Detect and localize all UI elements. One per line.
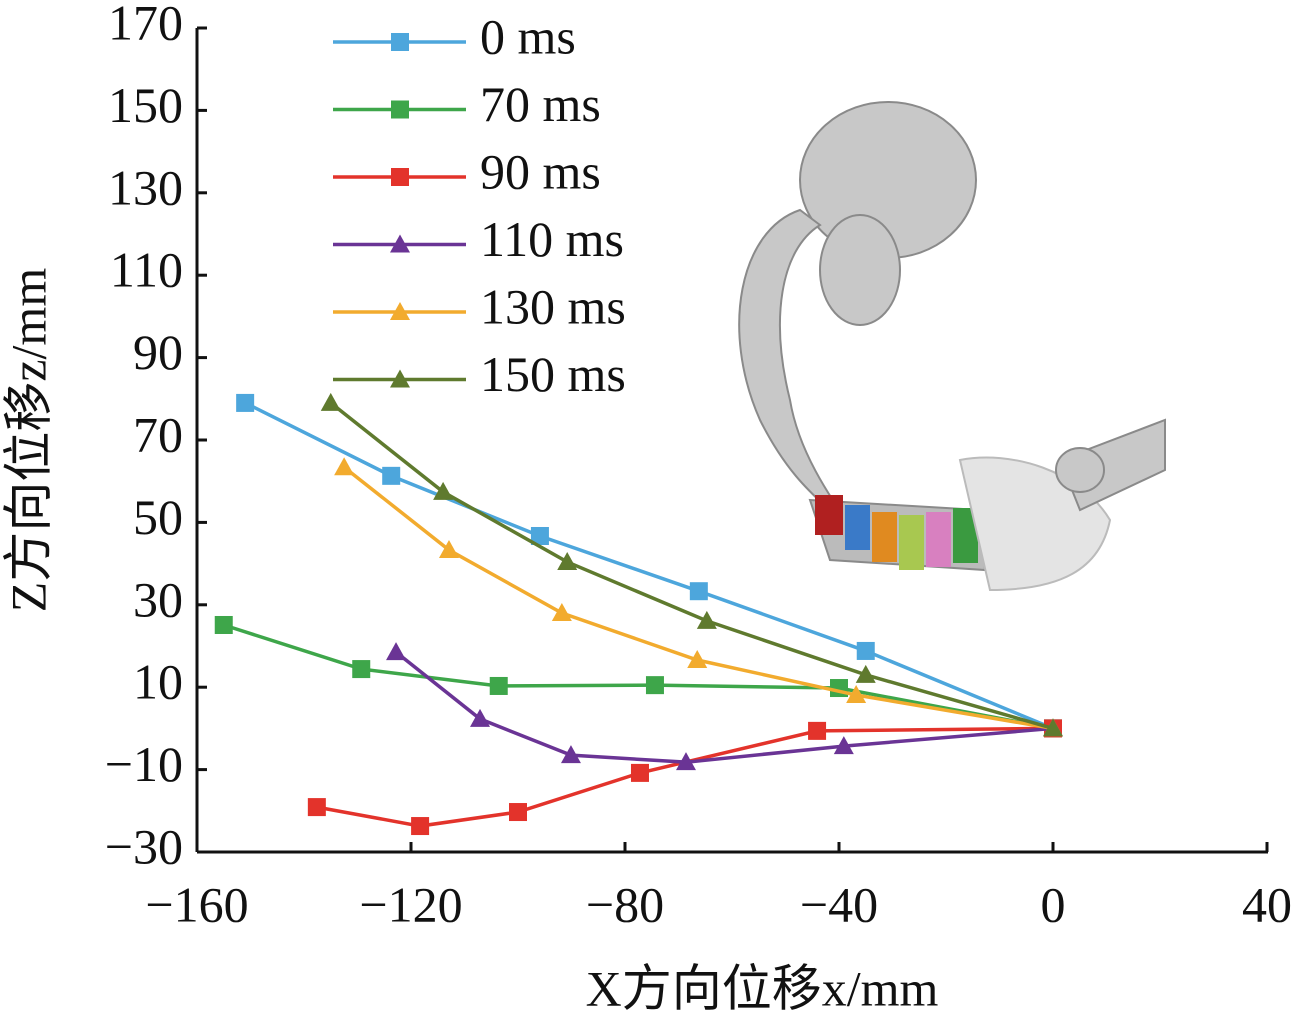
point: [1043, 718, 1063, 737]
legend-marker: [390, 302, 410, 320]
point: [551, 603, 572, 622]
x-tick-label: −120: [359, 876, 462, 932]
legend-label: 150 ms: [480, 346, 626, 402]
point: [411, 817, 430, 836]
point: [382, 466, 401, 485]
series-line: [316, 726, 1054, 828]
legend-marker: [390, 369, 410, 388]
point: [236, 393, 255, 412]
point: [846, 685, 867, 704]
point: [675, 752, 696, 771]
x-axis-label: X方向位移x/mm: [586, 960, 939, 1016]
point: [433, 481, 454, 500]
x-tick-label: 0: [1041, 876, 1066, 932]
series-line: [244, 401, 1054, 731]
legend-label: 110 ms: [480, 211, 624, 267]
point: [470, 708, 491, 727]
y-tick-label: 130: [108, 159, 183, 215]
y-tick-label: 110: [110, 242, 183, 298]
series-line: [223, 623, 1054, 731]
x-tick-label: 40: [1242, 876, 1292, 932]
point: [696, 610, 717, 629]
legend-label: 130 ms: [480, 278, 626, 334]
legend-marker: [391, 33, 409, 51]
point: [560, 745, 581, 764]
point: [489, 676, 508, 695]
legend-marker: [391, 168, 409, 186]
series-line: [394, 650, 1054, 764]
legend-label: 90 ms: [480, 143, 601, 199]
legend-marker: [390, 234, 410, 253]
point: [509, 803, 527, 822]
point: [214, 615, 233, 634]
point: [833, 736, 854, 755]
legend-label: 70 ms: [480, 76, 601, 132]
y-axis-label: Z方向位移z/mm: [0, 268, 56, 613]
point: [386, 642, 407, 661]
x-tick-label: −40: [800, 876, 878, 932]
point: [352, 660, 371, 679]
point: [630, 763, 649, 782]
series-line: [343, 465, 1054, 731]
point: [530, 526, 549, 545]
point: [645, 676, 664, 695]
point: [438, 540, 459, 559]
point: [855, 664, 876, 683]
y-tick-label: −30: [105, 818, 183, 874]
y-tick-label: 170: [108, 0, 183, 50]
point: [687, 650, 708, 669]
point: [808, 721, 827, 740]
x-tick-label: −160: [145, 876, 248, 932]
point: [856, 641, 875, 660]
y-tick-label: −10: [105, 736, 183, 792]
legend-label: 0 ms: [480, 8, 576, 64]
y-tick-label: 150: [108, 77, 183, 133]
y-tick-label: 90: [133, 324, 183, 380]
point: [689, 582, 708, 601]
legend-marker: [391, 100, 409, 119]
x-tick-label: −80: [586, 876, 664, 932]
point: [557, 551, 578, 570]
y-tick-label: 70: [133, 406, 183, 462]
series-line: [329, 401, 1054, 731]
point: [320, 392, 341, 411]
y-tick-label: 50: [133, 489, 183, 545]
point: [307, 798, 326, 817]
skeleton-illustration: [738, 101, 1166, 592]
y-tick-label: 10: [133, 654, 183, 710]
point: [334, 457, 355, 476]
y-tick-label: 30: [133, 571, 183, 627]
